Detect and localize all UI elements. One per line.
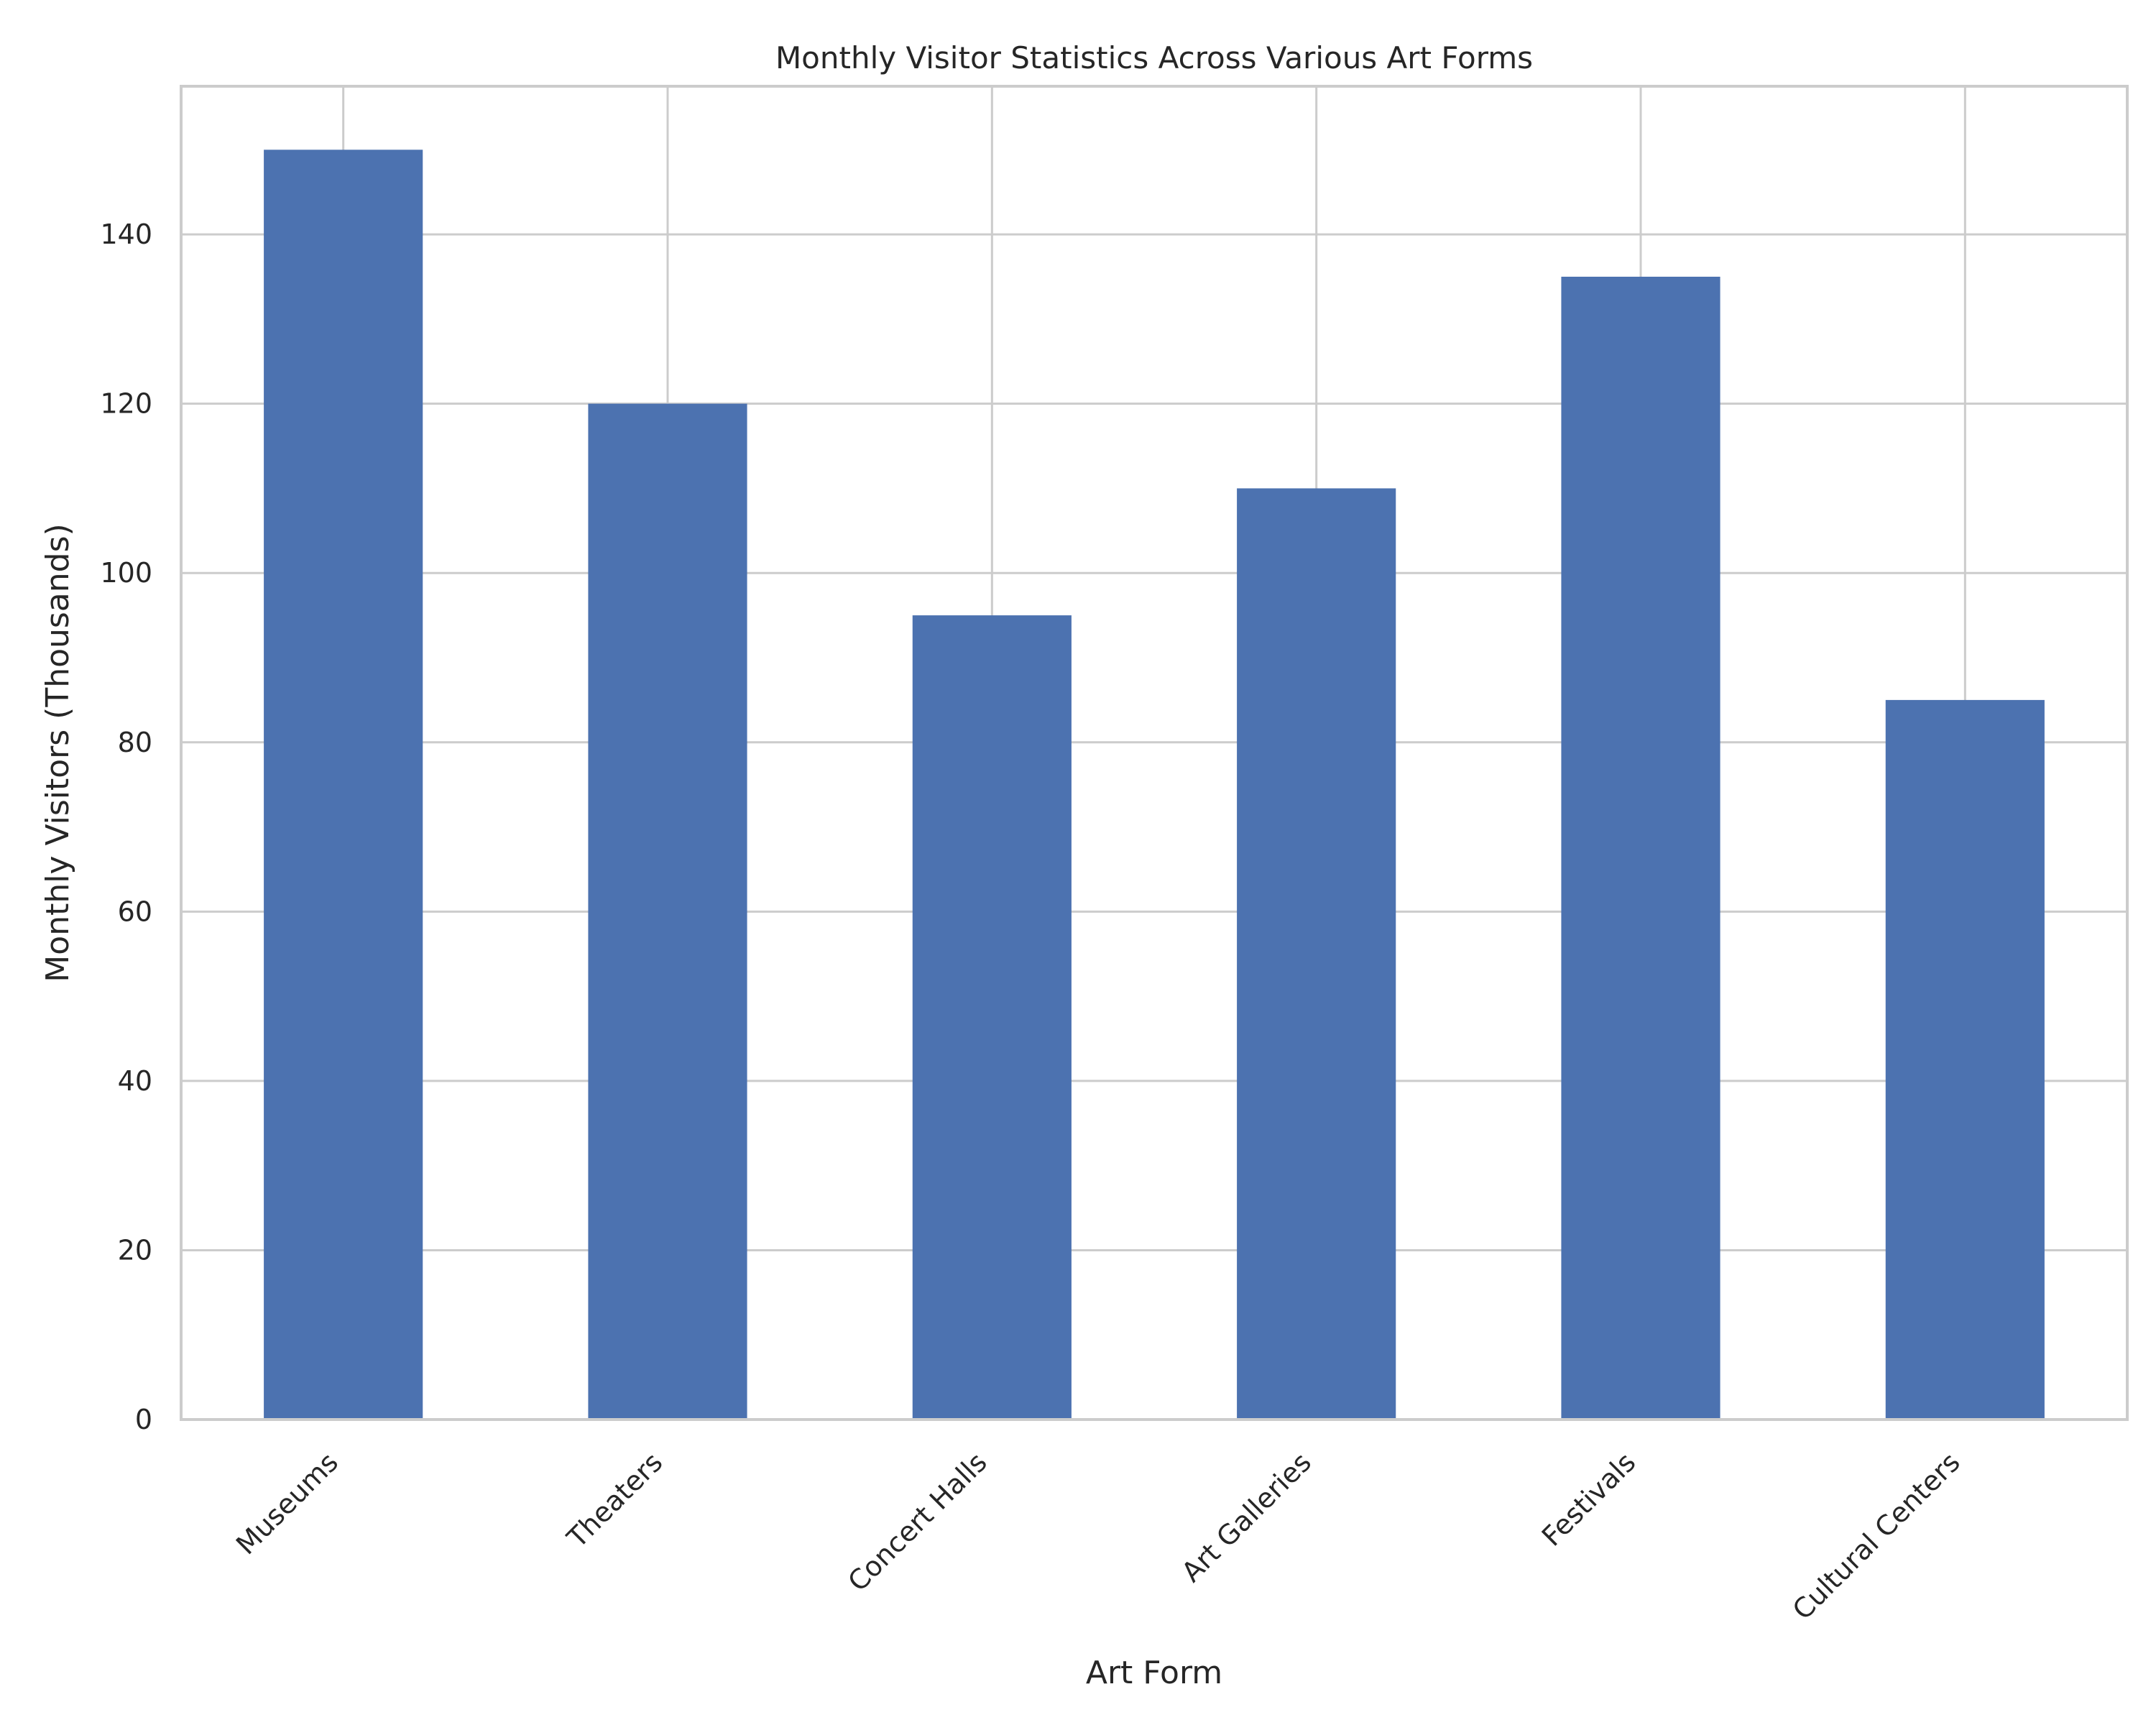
y-tick-label: 120 <box>100 388 152 420</box>
bar-museums <box>264 150 423 1420</box>
y-tick-label: 0 <box>135 1404 152 1435</box>
bar-art-galleries <box>1237 488 1396 1420</box>
bar-concert-halls <box>912 615 1072 1420</box>
y-tick-label: 100 <box>100 557 152 589</box>
bar-theaters <box>588 403 747 1420</box>
y-tick-label: 60 <box>118 896 152 927</box>
y-tick-label: 20 <box>118 1234 152 1266</box>
y-tick-label: 140 <box>100 218 152 250</box>
chart-title: Monthly Visitor Statistics Across Variou… <box>775 40 1533 75</box>
y-axis-label: Monthly Visitors (Thousands) <box>40 523 76 982</box>
bar-festivals <box>1561 277 1720 1420</box>
x-axis-label: Art Form <box>1086 1655 1222 1691</box>
y-tick-label: 40 <box>118 1065 152 1097</box>
bars <box>264 150 2045 1420</box>
y-tick-label: 80 <box>118 727 152 758</box>
plot-frame <box>180 85 2129 1421</box>
bar-cultural-centers <box>1885 699 2045 1420</box>
